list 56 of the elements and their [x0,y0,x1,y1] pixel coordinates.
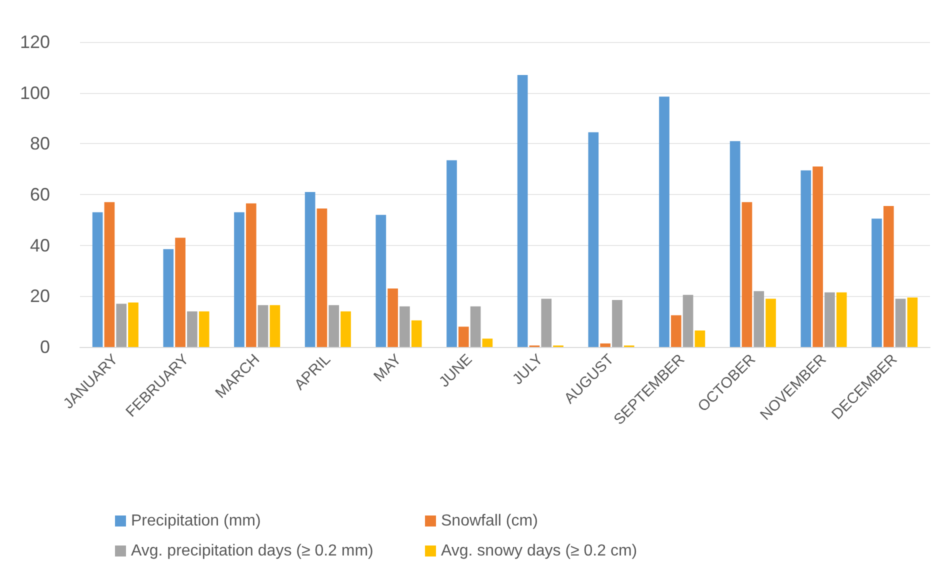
bar [316,208,328,347]
bar [470,306,481,347]
bar [104,202,115,347]
bar [128,302,138,347]
bar [517,75,528,347]
bar [376,214,386,347]
bar [163,249,174,347]
legend-label: Avg. snowy days (≥ 0.2 cm) [441,542,638,560]
bar [541,298,552,347]
bar [812,166,823,347]
bar [446,160,457,347]
bar [824,292,835,347]
bar [682,294,694,347]
y-tick-label: 100 [20,82,50,103]
y-tick-label: 40 [30,235,50,256]
bar [246,203,256,347]
bar [187,311,198,347]
bar [694,330,706,347]
bar [388,288,398,347]
bar [116,304,127,347]
legend-label: Snowfall (cm) [441,512,538,530]
bar [612,300,622,347]
bar [340,311,351,347]
bar [670,315,682,347]
bar [872,218,882,347]
bar [400,306,410,347]
bar [92,212,103,347]
bar [907,297,918,347]
legend-label: Precipitation (mm) [131,512,261,530]
bar [742,202,752,347]
bar [800,170,812,347]
bar [234,212,244,347]
bar [258,305,268,347]
y-tick-label: 20 [30,286,50,306]
bar [836,292,847,347]
bar [482,338,493,347]
bar [766,298,776,347]
y-tick-label: 120 [20,32,50,52]
bar [754,291,764,347]
bar [270,305,280,347]
y-tick-label: 80 [30,134,50,154]
bar [304,192,316,347]
bar [600,343,610,347]
y-tick-label: 0 [40,337,50,357]
bar [175,238,186,347]
bar [411,320,422,347]
bar [895,298,906,347]
bar [883,206,894,347]
bar [588,132,599,347]
bar [659,96,670,347]
bar [730,141,740,347]
bar [328,305,340,347]
bar [198,311,210,347]
y-tick-label: 60 [30,184,50,204]
bar [458,326,469,347]
legend-label: Avg. precipitation days (≥ 0.2 mm) [131,542,374,560]
